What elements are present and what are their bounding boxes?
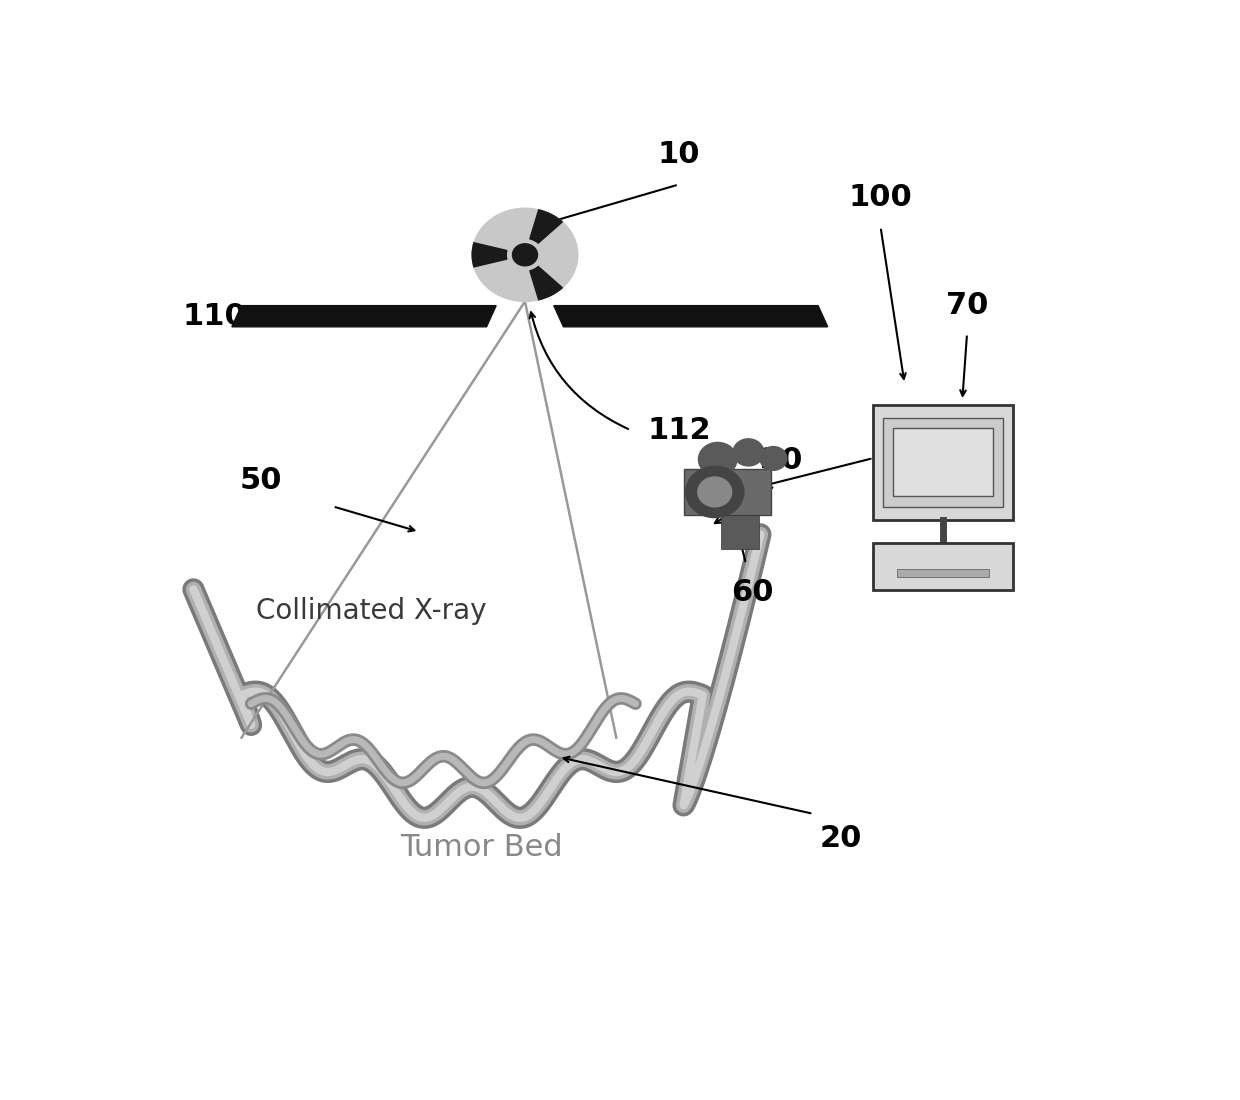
- Text: Collimated X-ray: Collimated X-ray: [255, 596, 486, 625]
- Wedge shape: [529, 210, 563, 243]
- Bar: [873, 543, 1013, 590]
- Wedge shape: [529, 266, 563, 300]
- Bar: [683, 469, 771, 515]
- Circle shape: [698, 477, 732, 507]
- Bar: [873, 405, 1013, 519]
- Text: 30: 30: [760, 446, 802, 475]
- Circle shape: [698, 442, 737, 476]
- Circle shape: [512, 244, 537, 266]
- Text: 20: 20: [820, 824, 862, 852]
- Circle shape: [686, 466, 744, 518]
- Bar: [898, 569, 988, 578]
- Bar: [720, 515, 759, 549]
- Text: 112: 112: [649, 416, 712, 444]
- Circle shape: [733, 439, 764, 466]
- Wedge shape: [472, 243, 507, 267]
- Circle shape: [472, 208, 578, 301]
- Text: 70: 70: [946, 292, 988, 320]
- Circle shape: [760, 447, 787, 471]
- Text: 60: 60: [732, 579, 774, 607]
- Polygon shape: [554, 306, 828, 327]
- Polygon shape: [232, 306, 496, 327]
- Bar: [883, 418, 1003, 507]
- Bar: [893, 428, 993, 496]
- Text: 10: 10: [657, 141, 701, 169]
- Text: 50: 50: [239, 465, 281, 495]
- Text: Tumor Bed: Tumor Bed: [401, 833, 563, 862]
- Text: 110: 110: [182, 302, 247, 331]
- Text: 100: 100: [848, 184, 913, 212]
